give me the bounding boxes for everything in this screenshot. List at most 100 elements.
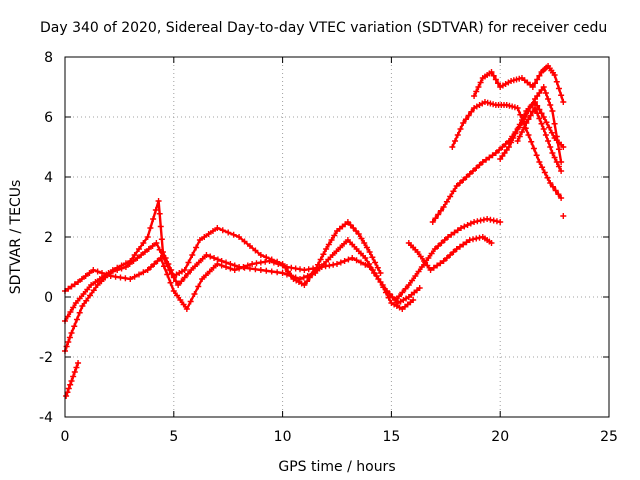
data-point (549, 108, 556, 114)
data-point (114, 267, 121, 273)
data-point (560, 144, 567, 150)
data-point (447, 193, 454, 200)
data-point (223, 264, 230, 270)
data-point (499, 144, 506, 150)
data-point (141, 249, 148, 255)
data-point (322, 263, 329, 270)
data-point (465, 112, 472, 119)
data-point (460, 177, 467, 183)
data-point (435, 243, 442, 249)
data-point (516, 75, 523, 82)
data-point (463, 174, 470, 180)
data-point (450, 188, 457, 195)
series-track-i (471, 63, 567, 105)
data-point (481, 99, 488, 105)
x-tick-label: 5 (169, 429, 178, 445)
data-point (279, 270, 286, 276)
data-point (366, 249, 373, 255)
data-point (249, 261, 256, 267)
data-point (218, 262, 225, 269)
data-point (447, 252, 454, 258)
data-point (493, 218, 500, 225)
data-point (516, 121, 523, 128)
data-point (145, 246, 152, 252)
data-point (546, 124, 553, 131)
data-point (201, 234, 208, 240)
data-point (374, 264, 381, 271)
data-point (65, 339, 72, 345)
data-point (349, 255, 356, 261)
data-point (525, 116, 532, 123)
data-point (370, 270, 377, 276)
data-point (476, 234, 483, 241)
data-point (385, 294, 392, 301)
data-point (90, 287, 97, 294)
data-point (203, 252, 210, 258)
data-point (490, 217, 497, 224)
data-point (333, 248, 340, 255)
data-point (475, 84, 482, 90)
data-point (252, 266, 259, 273)
data-point (206, 268, 213, 275)
data-point (96, 276, 103, 282)
data-point (405, 282, 412, 288)
data-point (437, 260, 444, 267)
data-point (300, 274, 307, 281)
data-point (350, 225, 357, 231)
data-point (454, 227, 461, 234)
data-point (389, 294, 396, 300)
data-point (90, 267, 97, 273)
data-point (529, 108, 536, 115)
data-point (94, 268, 101, 275)
data-point (540, 114, 547, 120)
data-point (71, 323, 78, 330)
data-point (202, 272, 209, 279)
data-point (174, 292, 181, 299)
data-point (543, 119, 550, 126)
data-point (285, 268, 292, 275)
data-point (126, 261, 133, 267)
data-point (283, 264, 290, 270)
data-point (466, 171, 473, 177)
data-point (470, 168, 476, 174)
data-point (188, 267, 195, 273)
data-point (483, 156, 490, 163)
data-point (428, 250, 435, 257)
data-point (503, 102, 510, 108)
data-point (525, 132, 532, 138)
data-point (214, 225, 221, 231)
data-point (505, 144, 512, 150)
series-line (394, 217, 502, 302)
data-point (73, 364, 80, 371)
data-point (183, 306, 190, 312)
data-point (528, 138, 535, 145)
series-track-e (405, 234, 495, 273)
data-point (225, 229, 232, 236)
data-point (560, 213, 567, 219)
data-point (369, 254, 376, 261)
data-point (409, 277, 416, 284)
data-point (355, 231, 362, 237)
data-point (412, 273, 419, 279)
data-point (345, 256, 352, 263)
data-point (560, 99, 567, 105)
data-point (379, 282, 386, 288)
data-point (464, 222, 471, 228)
data-point (466, 237, 473, 243)
data-point (181, 267, 188, 273)
data-point (454, 132, 461, 138)
data-point (109, 268, 116, 275)
data-point (542, 132, 549, 138)
data-point (241, 238, 248, 245)
data-point (199, 276, 206, 282)
data-point (462, 116, 469, 123)
data-point (292, 265, 299, 272)
data-point (536, 106, 543, 113)
data-point (262, 258, 269, 265)
data-point (553, 159, 560, 165)
data-point (292, 274, 299, 281)
data-point (70, 373, 77, 380)
data-point (510, 135, 517, 141)
data-point (492, 76, 499, 83)
